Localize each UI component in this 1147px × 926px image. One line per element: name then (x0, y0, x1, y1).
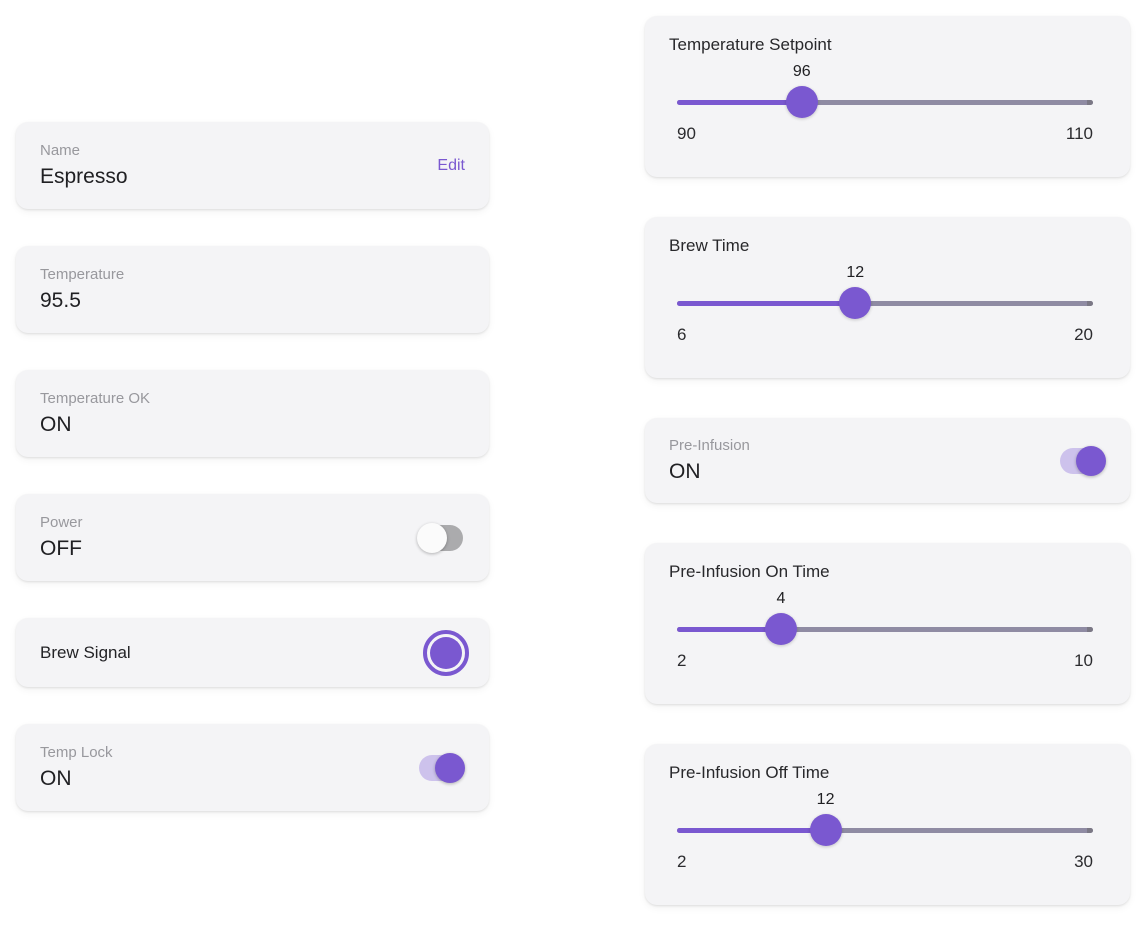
pre-infusion-off-time-track[interactable] (677, 827, 1093, 833)
pre-infusion-off-time-title: Pre-Infusion Off Time (669, 763, 830, 782)
name-card: Name Espresso Edit (16, 122, 489, 209)
brew-signal-button-dot (430, 636, 462, 669)
pre-infusion-off-time-slider: 12 2 30 (677, 789, 1093, 872)
temperature-setpoint-max: 110 (1065, 124, 1093, 143)
pre-infusion-on-time-slider: 4 2 10 (677, 588, 1093, 671)
temperature-setpoint-value-row: 96 (677, 61, 1093, 85)
pre-infusion-texts: Pre-Infusion ON (669, 437, 750, 484)
pre-infusion-toggle-thumb (1076, 445, 1106, 476)
pre-infusion-on-time-value: 4 (776, 590, 786, 607)
brew-signal-card: Brew Signal (16, 618, 489, 687)
brew-time-slider: 12 6 20 (677, 262, 1093, 345)
temperature-setpoint-slider: 96 90 110 (677, 61, 1093, 144)
name-texts: Name Espresso (40, 142, 128, 189)
temp-lock-label: Temp Lock (40, 743, 113, 761)
brew-time-fill (677, 300, 856, 306)
pre-infusion-on-time-fill (677, 626, 781, 632)
pre-infusion-off-time-range: 2 30 (677, 852, 1093, 872)
pre-infusion-on-time-card: Pre-Infusion On Time 4 2 10 (645, 543, 1130, 704)
temperature-setpoint-card: Temperature Setpoint 96 90 110 (645, 16, 1130, 177)
pre-infusion-off-time-max: 30 (1074, 852, 1093, 871)
pre-infusion-toggle[interactable] (1058, 445, 1106, 477)
pre-infusion-off-time-thumb[interactable] (809, 814, 842, 846)
temperature-setpoint-min: 90 (677, 124, 696, 143)
pre-infusion-on-time-title: Pre-Infusion On Time (669, 562, 830, 581)
name-value: Espresso (40, 164, 128, 188)
pre-infusion-on-time-max: 10 (1074, 651, 1093, 670)
temperature-texts: Temperature 95.5 (40, 266, 124, 313)
edit-button[interactable]: Edit (437, 156, 465, 174)
name-label: Name (40, 141, 81, 159)
brew-time-range: 6 20 (677, 325, 1093, 345)
brew-signal-label: Brew Signal (40, 642, 131, 662)
pre-infusion-card: Pre-Infusion ON (645, 418, 1130, 503)
temp-lock-card: Temp Lock ON (16, 724, 489, 811)
temperature-label: Temperature (40, 265, 125, 283)
pre-infusion-off-time-track-row[interactable] (677, 813, 1093, 847)
right-column: Temperature Setpoint 96 90 110 Brew Time… (645, 16, 1130, 905)
temperature-setpoint-value: 96 (792, 63, 811, 80)
brew-time-card: Brew Time 12 6 20 (645, 217, 1130, 378)
brew-time-title: Brew Time (669, 236, 750, 255)
pre-infusion-on-time-min: 2 (677, 651, 687, 670)
temperature-value: 95.5 (40, 288, 81, 312)
temperature-setpoint-thumb[interactable] (785, 86, 818, 118)
temp-lock-toggle[interactable] (417, 752, 465, 784)
temperature-setpoint-track[interactable] (677, 99, 1093, 105)
temperature-card: Temperature 95.5 (16, 246, 489, 333)
pre-infusion-on-time-value-row: 4 (677, 588, 1093, 612)
pre-infusion-off-time-card: Pre-Infusion Off Time 12 2 30 (645, 744, 1130, 905)
brew-time-value: 12 (846, 264, 865, 281)
pre-infusion-off-time-value: 12 (816, 791, 835, 808)
pre-infusion-on-time-track[interactable] (677, 626, 1093, 632)
temp-lock-texts: Temp Lock ON (40, 744, 113, 791)
brew-time-min: 6 (677, 325, 687, 344)
pre-infusion-on-time-thumb[interactable] (765, 613, 797, 645)
temperature-ok-card: Temperature OK ON (16, 370, 489, 457)
brew-signal-button[interactable] (423, 629, 469, 676)
brew-time-max: 20 (1074, 325, 1093, 344)
temperature-ok-texts: Temperature OK ON (40, 390, 150, 437)
brew-time-value-row: 12 (677, 262, 1093, 286)
brew-time-track[interactable] (677, 300, 1093, 306)
power-toggle[interactable] (417, 522, 465, 554)
temperature-setpoint-range: 90 110 (677, 124, 1093, 144)
temperature-setpoint-title: Temperature Setpoint (669, 35, 832, 54)
power-card: Power OFF (16, 494, 489, 581)
temp-lock-toggle-thumb (435, 752, 465, 783)
pre-infusion-value: ON (669, 459, 701, 483)
power-label: Power (40, 513, 83, 531)
temperature-setpoint-track-row[interactable] (677, 85, 1093, 119)
brew-time-thumb[interactable] (839, 287, 872, 319)
pre-infusion-on-time-track-row[interactable] (677, 612, 1093, 646)
brew-time-track-row[interactable] (677, 286, 1093, 320)
pre-infusion-off-time-value-row: 12 (677, 789, 1093, 813)
left-column: Name Espresso Edit Temperature 95.5 Temp… (16, 122, 489, 811)
pre-infusion-off-time-fill (677, 827, 826, 833)
temp-lock-value: ON (40, 766, 72, 790)
pre-infusion-label: Pre-Infusion (669, 436, 750, 454)
temperature-setpoint-fill (677, 99, 802, 105)
temperature-ok-label: Temperature OK (40, 389, 151, 407)
power-value: OFF (40, 536, 82, 560)
temperature-ok-value: ON (40, 412, 72, 436)
pre-infusion-off-time-min: 2 (677, 852, 687, 871)
power-toggle-thumb (417, 522, 447, 553)
power-texts: Power OFF (40, 514, 83, 561)
pre-infusion-on-time-range: 2 10 (677, 651, 1093, 671)
